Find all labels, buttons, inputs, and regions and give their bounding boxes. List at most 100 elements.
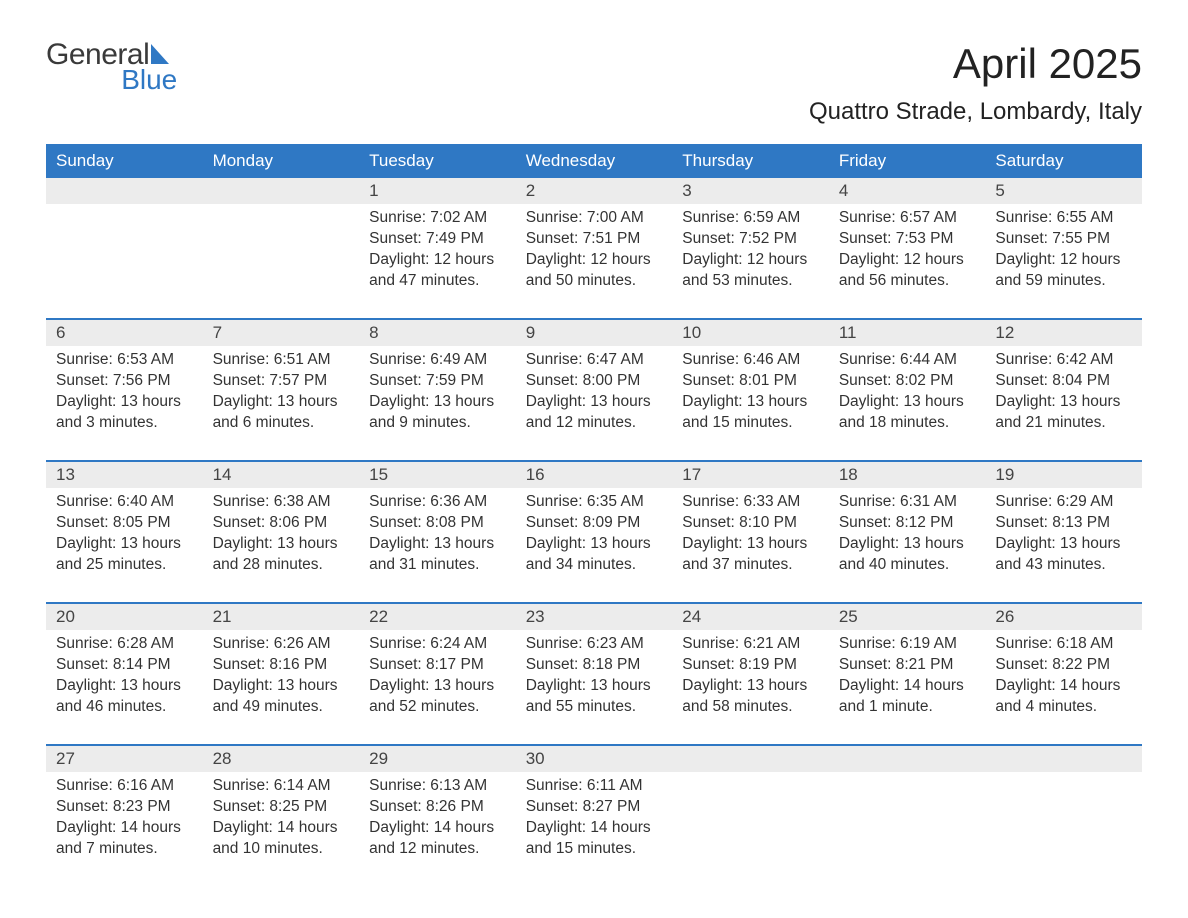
sunrise-text: Sunrise: 6:29 AM (995, 492, 1132, 513)
week-body-row: Sunrise: 6:16 AMSunset: 8:23 PM Daylight:… (46, 772, 1142, 868)
day-number: 3 (672, 178, 829, 204)
sunset-text: Sunset: 8:23 PM (56, 797, 193, 818)
weekday-header: Saturday (985, 144, 1142, 178)
sunset-text: Sunset: 8:08 PM (369, 513, 506, 534)
daylight-text: Daylight: 14 hours and 1 minute. (839, 676, 976, 718)
sunset-text: Sunset: 8:13 PM (995, 513, 1132, 534)
weekday-header: Monday (203, 144, 360, 178)
weekday-header: Wednesday (516, 144, 673, 178)
sunset-text: Sunset: 7:56 PM (56, 371, 193, 392)
daynum-row: 6789101112 (46, 318, 1142, 346)
sunset-text: Sunset: 8:19 PM (682, 655, 819, 676)
sunset-text: Sunset: 7:57 PM (213, 371, 350, 392)
sunset-text: Sunset: 8:16 PM (213, 655, 350, 676)
daylight-text: Daylight: 13 hours and 25 minutes. (56, 534, 193, 576)
day-number (985, 746, 1142, 772)
week-body-row: Sunrise: 7:02 AMSunset: 7:49 PMDaylight:… (46, 204, 1142, 300)
day-cell: Sunrise: 6:33 AMSunset: 8:10 PMDaylight:… (672, 488, 829, 584)
day-cell: Sunrise: 6:36 AMSunset: 8:08 PMDaylight:… (359, 488, 516, 584)
daylight-text: Daylight: 13 hours and 31 minutes. (369, 534, 506, 576)
day-cell: Sunrise: 6:47 AMSunset: 8:00 PMDaylight:… (516, 346, 673, 442)
day-cell: Sunrise: 6:42 AMSunset: 8:04 PMDaylight:… (985, 346, 1142, 442)
day-number: 6 (46, 320, 203, 346)
day-cell: Sunrise: 6:29 AMSunset: 8:13 PMDaylight:… (985, 488, 1142, 584)
daynum-row: 27282930 (46, 744, 1142, 772)
day-cell: Sunrise: 6:18 AMSunset: 8:22 PMDaylight:… (985, 630, 1142, 726)
sunrise-text: Sunrise: 6:46 AM (682, 350, 819, 371)
daylight-text: Daylight: 12 hours and 59 minutes. (995, 250, 1132, 292)
sunrise-text: Sunrise: 6:23 AM (526, 634, 663, 655)
daylight-text: Daylight: 14 hours and 4 minutes. (995, 676, 1132, 718)
day-number: 16 (516, 462, 673, 488)
daylight-text: Daylight: 13 hours and 9 minutes. (369, 392, 506, 434)
sunrise-text: Sunrise: 6:18 AM (995, 634, 1132, 655)
sunset-text: Sunset: 8:04 PM (995, 371, 1132, 392)
daylight-text: Daylight: 13 hours and 21 minutes. (995, 392, 1132, 434)
day-cell (672, 772, 829, 868)
day-cell: Sunrise: 6:57 AMSunset: 7:53 PMDaylight:… (829, 204, 986, 300)
daylight-text: Daylight: 13 hours and 52 minutes. (369, 676, 506, 718)
sunset-text: Sunset: 8:06 PM (213, 513, 350, 534)
sunrise-text: Sunrise: 6:11 AM (526, 776, 663, 797)
location-title: Quattro Strade, Lombardy, Italy (809, 98, 1142, 126)
sunset-text: Sunset: 7:59 PM (369, 371, 506, 392)
day-number: 19 (985, 462, 1142, 488)
weekday-header-row: Sunday Monday Tuesday Wednesday Thursday… (46, 144, 1142, 178)
day-cell: Sunrise: 6:23 AMSunset: 8:18 PMDaylight:… (516, 630, 673, 726)
daylight-text: Daylight: 13 hours and 3 minutes. (56, 392, 193, 434)
day-cell: Sunrise: 6:13 AMSunset: 8:26 PMDaylight:… (359, 772, 516, 868)
sunrise-text: Sunrise: 7:02 AM (369, 208, 506, 229)
daylight-text: Daylight: 14 hours and 15 minutes. (526, 818, 663, 860)
sunrise-text: Sunrise: 6:21 AM (682, 634, 819, 655)
sunset-text: Sunset: 8:10 PM (682, 513, 819, 534)
day-number: 18 (829, 462, 986, 488)
day-number (203, 178, 360, 204)
sunrise-text: Sunrise: 6:24 AM (369, 634, 506, 655)
sunset-text: Sunset: 8:21 PM (839, 655, 976, 676)
sunset-text: Sunset: 8:27 PM (526, 797, 663, 818)
day-cell: Sunrise: 6:53 AMSunset: 7:56 PMDaylight:… (46, 346, 203, 442)
sunset-text: Sunset: 8:18 PM (526, 655, 663, 676)
sunset-text: Sunset: 8:22 PM (995, 655, 1132, 676)
sunrise-text: Sunrise: 7:00 AM (526, 208, 663, 229)
sunset-text: Sunset: 8:05 PM (56, 513, 193, 534)
weekday-header: Thursday (672, 144, 829, 178)
sunset-text: Sunset: 8:14 PM (56, 655, 193, 676)
daylight-text: Daylight: 12 hours and 50 minutes. (526, 250, 663, 292)
weekday-header: Friday (829, 144, 986, 178)
day-cell: Sunrise: 6:14 AMSunset: 8:25 PMDaylight:… (203, 772, 360, 868)
day-number: 24 (672, 604, 829, 630)
day-number (829, 746, 986, 772)
daylight-text: Daylight: 12 hours and 53 minutes. (682, 250, 819, 292)
daylight-text: Daylight: 14 hours and 10 minutes. (213, 818, 350, 860)
daylight-text: Daylight: 13 hours and 12 minutes. (526, 392, 663, 434)
day-number: 27 (46, 746, 203, 772)
day-cell (985, 772, 1142, 868)
day-number: 8 (359, 320, 516, 346)
logo-text: General Blue (46, 40, 179, 94)
day-cell: Sunrise: 7:02 AMSunset: 7:49 PMDaylight:… (359, 204, 516, 300)
sunset-text: Sunset: 8:09 PM (526, 513, 663, 534)
day-number (46, 178, 203, 204)
week-block: 6789101112Sunrise: 6:53 AMSunset: 7:56 P… (46, 318, 1142, 442)
daylight-text: Daylight: 12 hours and 47 minutes. (369, 250, 506, 292)
logo: General Blue (46, 40, 179, 94)
sunrise-text: Sunrise: 6:44 AM (839, 350, 976, 371)
day-cell: Sunrise: 6:59 AMSunset: 7:52 PMDaylight:… (672, 204, 829, 300)
sunrise-text: Sunrise: 6:36 AM (369, 492, 506, 513)
daylight-text: Daylight: 13 hours and 58 minutes. (682, 676, 819, 718)
daylight-text: Daylight: 13 hours and 49 minutes. (213, 676, 350, 718)
sunrise-text: Sunrise: 6:16 AM (56, 776, 193, 797)
day-number: 20 (46, 604, 203, 630)
day-cell: Sunrise: 6:26 AMSunset: 8:16 PMDaylight:… (203, 630, 360, 726)
daylight-text: Daylight: 13 hours and 40 minutes. (839, 534, 976, 576)
daylight-text: Daylight: 13 hours and 6 minutes. (213, 392, 350, 434)
day-cell (203, 204, 360, 300)
sunrise-text: Sunrise: 6:59 AM (682, 208, 819, 229)
day-cell: Sunrise: 6:21 AMSunset: 8:19 PMDaylight:… (672, 630, 829, 726)
day-cell: Sunrise: 6:24 AMSunset: 8:17 PMDaylight:… (359, 630, 516, 726)
sunrise-text: Sunrise: 6:55 AM (995, 208, 1132, 229)
day-cell: Sunrise: 6:31 AMSunset: 8:12 PMDaylight:… (829, 488, 986, 584)
day-cell: Sunrise: 6:19 AMSunset: 8:21 PMDaylight:… (829, 630, 986, 726)
sunset-text: Sunset: 7:51 PM (526, 229, 663, 250)
